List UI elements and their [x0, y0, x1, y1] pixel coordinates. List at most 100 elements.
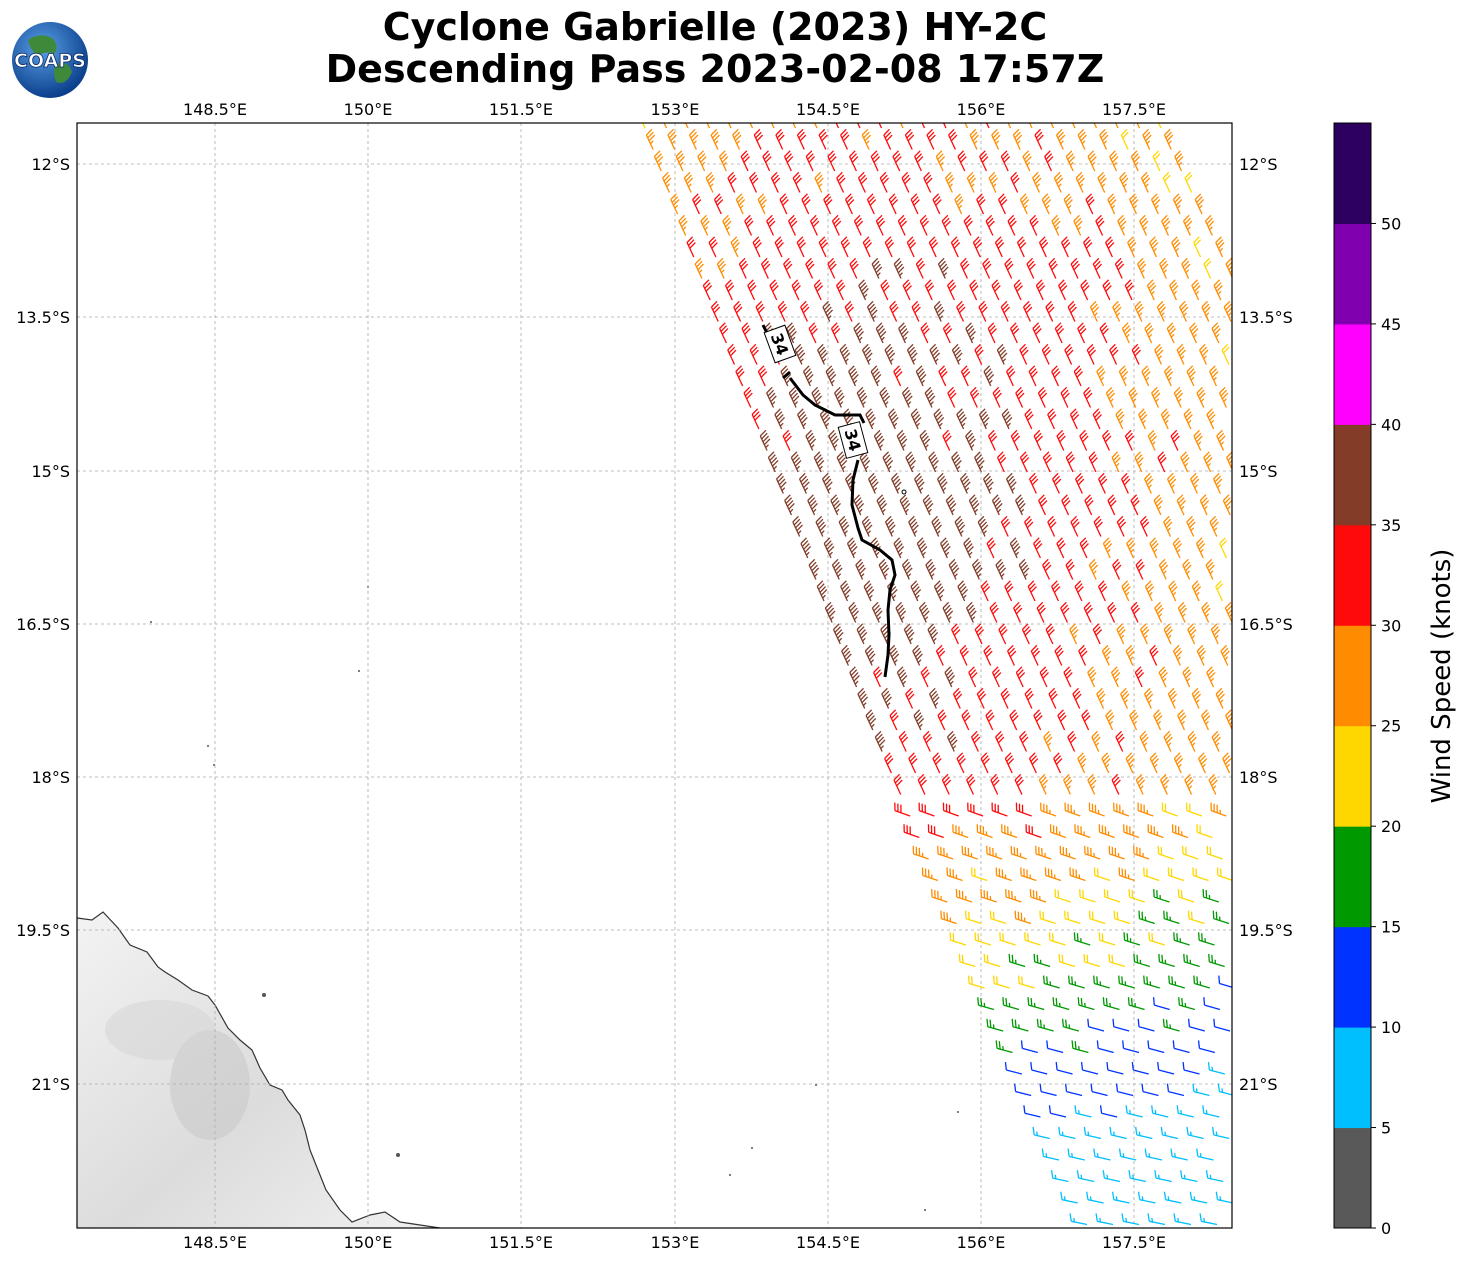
wind-barb	[1106, 1061, 1124, 1075]
wind-barb	[965, 322, 976, 344]
wind-barb	[1123, 824, 1140, 839]
wind-barb	[1125, 644, 1135, 666]
wind-barb	[908, 752, 918, 774]
wind-barb	[968, 666, 978, 688]
wind-barb	[1010, 429, 1021, 451]
wind-barb	[899, 123, 904, 129]
wind-barb	[967, 802, 984, 817]
wind-barb	[1201, 709, 1211, 731]
wind-barb	[1177, 601, 1188, 623]
wind-barb	[1037, 386, 1048, 408]
wind-barb	[972, 558, 983, 580]
wind-barb	[919, 429, 931, 451]
wind-barb	[1112, 1018, 1130, 1032]
wind-barb	[935, 644, 946, 666]
wind-barb	[1116, 515, 1127, 537]
wind-barb	[1051, 580, 1061, 602]
wind-barb	[1168, 975, 1185, 989]
wind-barb	[901, 386, 913, 408]
wind-barb	[1030, 1061, 1048, 1075]
small-islands	[150, 586, 959, 1211]
wind-barb	[1167, 687, 1178, 709]
wind-barb	[977, 997, 995, 1011]
wind-barb	[921, 867, 939, 882]
wind-barb	[848, 365, 859, 387]
wind-barb	[688, 128, 699, 150]
wind-barb	[1212, 1126, 1230, 1140]
wind-barb	[1095, 214, 1105, 236]
wind-barb	[1112, 300, 1122, 322]
wind-barb	[1015, 494, 1026, 516]
wind-barb	[1205, 1170, 1224, 1183]
wind-barb	[1170, 429, 1180, 451]
colorbar-bin	[1334, 1127, 1371, 1229]
lat-tick-label: 21°S	[31, 1075, 70, 1094]
wind-barb	[1074, 824, 1091, 839]
wind-barb	[990, 773, 1000, 795]
wind-barb	[1096, 1040, 1114, 1054]
wind-barb	[929, 343, 941, 365]
wind-barb	[1064, 343, 1074, 365]
wind-barb	[1116, 623, 1126, 645]
lon-tick-label: 154.5°E	[796, 1233, 860, 1252]
wind-barb	[1125, 1105, 1143, 1118]
wind-barb	[1204, 214, 1215, 236]
wind-barb	[914, 150, 924, 172]
wind-barb	[1061, 494, 1071, 516]
wind-barb	[1054, 644, 1064, 666]
wind-barb	[988, 171, 998, 193]
wind-barb	[766, 386, 777, 408]
wind-barb	[1152, 997, 1170, 1011]
wind-barb	[1138, 910, 1155, 925]
wind-barb	[724, 279, 735, 301]
wind-barb	[856, 386, 868, 408]
wind-barb	[1054, 322, 1065, 344]
wind-barb	[1206, 666, 1216, 688]
wind-barb	[946, 730, 958, 752]
wind-barb	[912, 644, 923, 666]
wind-barb	[708, 236, 718, 258]
wind-barb	[906, 343, 918, 365]
wind-barb	[1042, 558, 1052, 580]
wind-barb	[882, 451, 894, 473]
wind-barb	[972, 236, 983, 258]
wind-barb	[1133, 953, 1151, 968]
wind-barb	[939, 537, 951, 559]
wind-barb	[1134, 451, 1144, 473]
wind-barb	[719, 322, 729, 344]
wind-barb	[759, 429, 771, 451]
wind-barb	[942, 322, 953, 344]
wind-barb	[805, 429, 817, 451]
wind-barb	[954, 193, 964, 215]
wind-barb	[749, 123, 754, 129]
wind-barb	[1004, 752, 1015, 774]
wind-barb	[887, 408, 899, 430]
colorbar-tick-label: 0	[1381, 1219, 1391, 1238]
wind-barb	[1213, 1018, 1231, 1032]
wind-barb	[700, 214, 710, 236]
wind-barb	[1124, 429, 1135, 451]
wind-barb	[1050, 1170, 1069, 1183]
wind-barb	[1022, 150, 1032, 172]
wind-barb	[645, 128, 656, 150]
wind-barb	[1065, 451, 1076, 473]
wind-barb	[814, 171, 824, 193]
wind-barb	[849, 257, 859, 279]
wind-barb	[1150, 193, 1161, 215]
wind-barb	[960, 365, 971, 387]
wind-barb	[918, 802, 935, 817]
wind-barb	[1113, 910, 1131, 925]
wind-barb	[1137, 802, 1154, 817]
wind-barb	[1182, 214, 1193, 236]
wind-barb	[1007, 123, 1012, 129]
wind-barb	[864, 644, 876, 666]
wind-barb	[1027, 997, 1045, 1011]
lon-tick-label: 148.5°E	[183, 1233, 247, 1252]
wind-barb	[1038, 773, 1049, 795]
wind-barb	[991, 128, 1001, 150]
colorbar-bin	[1334, 123, 1371, 224]
wind-barb	[1012, 128, 1023, 150]
wind-barb	[917, 773, 927, 795]
wind-barb	[969, 386, 980, 408]
wind-barb	[840, 580, 851, 602]
